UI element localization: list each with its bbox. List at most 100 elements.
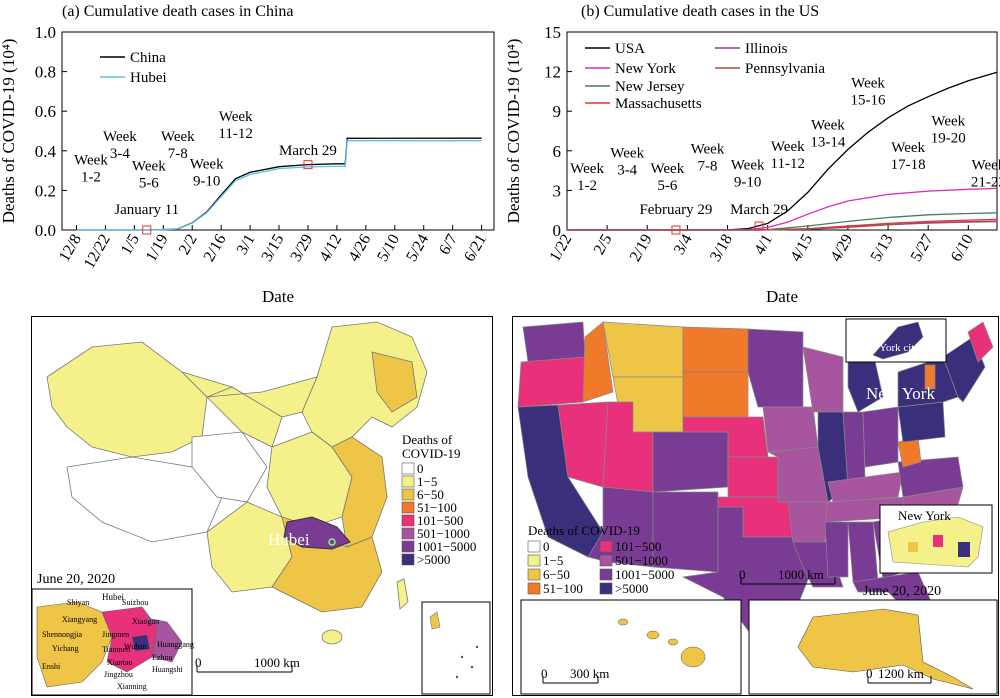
legend-label: 101−500 (615, 539, 661, 554)
annotation-line: Week (570, 161, 604, 177)
annotation-line: Week (650, 161, 684, 177)
hawaii-inset: 0 300 km (520, 599, 742, 695)
inset-title: Hubei (102, 592, 124, 602)
legend-label: New Jersey (615, 79, 685, 95)
series-line-hubei (76, 140, 482, 231)
annotation-line: 17-18 (891, 157, 926, 173)
legend-label: 501−1000 (615, 553, 668, 568)
annotation-line: 3-4 (110, 146, 130, 162)
annotation-line: 5-6 (139, 176, 159, 192)
alaska-scale-label: 1200 km (878, 666, 924, 681)
annotation-line: Week (132, 159, 166, 175)
hubei-inset: Shiyan Xiangyang Suizhou Shennongjia Jingmen… (32, 588, 194, 695)
y-tick-label: 0.0 (35, 221, 56, 240)
annotation-line: Week (731, 157, 765, 173)
y-tick-label: 0.2 (35, 181, 56, 200)
chart-us: (b) Cumulative death cases in the US 0 3 6 9… (504, 0, 1000, 310)
inset-place-label: Ezhou (152, 653, 172, 662)
y-axis-label: Deaths of COVID-19 (10⁴) (505, 39, 523, 224)
annotation: Week 7-8 (161, 129, 195, 162)
x-tick-label: 5/24 (403, 232, 432, 265)
x-tick-label: 3/18 (707, 232, 736, 265)
event-marker (671, 225, 681, 235)
annotation-line: 11-12 (218, 126, 252, 142)
legend-label: 0 (417, 461, 424, 476)
legend-label: 51−100 (543, 581, 583, 596)
x-tick-label: 5/13 (868, 232, 897, 265)
annotation: Week 1-2 (570, 161, 604, 194)
us-map-panel: New York New York city New York Deaths o… (512, 316, 999, 696)
annotation-line: 1-2 (81, 170, 101, 186)
x-tick-label: 6/21 (461, 232, 490, 265)
legend-swatch (527, 568, 541, 581)
legend-label: 1−5 (543, 553, 563, 568)
inset-place-label: Shiyan (67, 598, 89, 607)
x-axis-label: Date (262, 287, 294, 306)
annotation: February 29 (639, 202, 712, 218)
event-marker (303, 160, 313, 170)
us-state-pennsylvania (897, 401, 946, 443)
legend-label: >5000 (417, 552, 450, 567)
legend-label: 101−500 (417, 513, 463, 528)
china-legend-title-1: Deaths of (402, 432, 453, 447)
annotation-line: Week (891, 140, 925, 156)
us-state-north-dakota (682, 326, 749, 373)
chart-title: (b) Cumulative death cases in the US (581, 3, 819, 20)
legend-label: 1001−5000 (417, 539, 476, 554)
china-scale-label: 1000 km (254, 655, 300, 670)
us-legend-title: Deaths of COVID-19 (528, 523, 640, 538)
x-tick-label: 5/10 (374, 232, 403, 265)
us-state-iowa (762, 406, 819, 453)
legend-swatch (401, 553, 415, 566)
hainan-island (321, 629, 343, 645)
annotation-line: March 29 (730, 202, 788, 218)
china-date: June 20, 2020 (37, 572, 115, 587)
legend-label: >5000 (615, 581, 648, 596)
us-state-mississippi (824, 521, 849, 578)
annotation-line: Week (161, 129, 195, 145)
legend-swatch (401, 514, 415, 527)
inset-place-label: Xiangyang (62, 615, 97, 624)
annotation-line: 1-2 (577, 178, 597, 194)
legend-label: 501−1000 (417, 526, 470, 541)
annotation-line: Week (219, 109, 253, 125)
inset-place-label: Enshi (42, 662, 61, 671)
y-tick-label: 9 (553, 102, 562, 121)
y-axis-label: Deaths of COVID-19 (10⁴) (0, 39, 18, 224)
annotation-line: Week (610, 145, 644, 161)
annotation-line: 9-10 (734, 174, 762, 190)
nyc-inset: New York city (845, 318, 947, 363)
nyc-inset-label: New York city (856, 342, 920, 354)
x-tick-label: 6/10 (948, 232, 977, 265)
plot-frame (61, 31, 495, 231)
chart-us-svg: (b) Cumulative death cases in the US 0 3 6 9… (504, 3, 1000, 306)
annotation-line: March 29 (279, 143, 337, 159)
annotation: Week21-22 (971, 157, 1000, 190)
legend-swatch (401, 527, 415, 540)
annotation-line: Week (691, 141, 725, 157)
legend-swatch (401, 488, 415, 501)
x-tick-label: 5/27 (908, 232, 937, 265)
x-tick-label: 3/29 (287, 232, 316, 265)
x-tick-label: 2/2 (176, 232, 201, 258)
annotation: March 29 (279, 143, 337, 159)
x-tick-label: 2/16 (201, 232, 230, 265)
legend-label: Hubei (130, 70, 167, 86)
x-tick-label: 2/19 (627, 232, 656, 265)
china-scale-bar: 0 1000 km (195, 655, 300, 673)
legend-swatch (527, 582, 541, 595)
x-tick-label: 6/7 (436, 232, 461, 258)
us-state-washington (522, 321, 586, 363)
annotation: Week 15-16 (851, 75, 886, 108)
annotation-line: Week (190, 157, 224, 173)
x-tick-label: 1/22 (547, 232, 576, 265)
annotation: Week 11-12 (218, 109, 253, 142)
annotation-line: Week (103, 129, 137, 145)
inset-place-label: Xianning (117, 682, 147, 691)
new-york-label: New York (866, 384, 935, 403)
legend-label: Pennsylvania (745, 61, 825, 77)
y-tick-label: 0.6 (35, 102, 56, 121)
legend-swatch (599, 582, 613, 595)
annotation-line: 3-4 (617, 162, 637, 178)
annotation-line: 5-6 (657, 178, 677, 194)
